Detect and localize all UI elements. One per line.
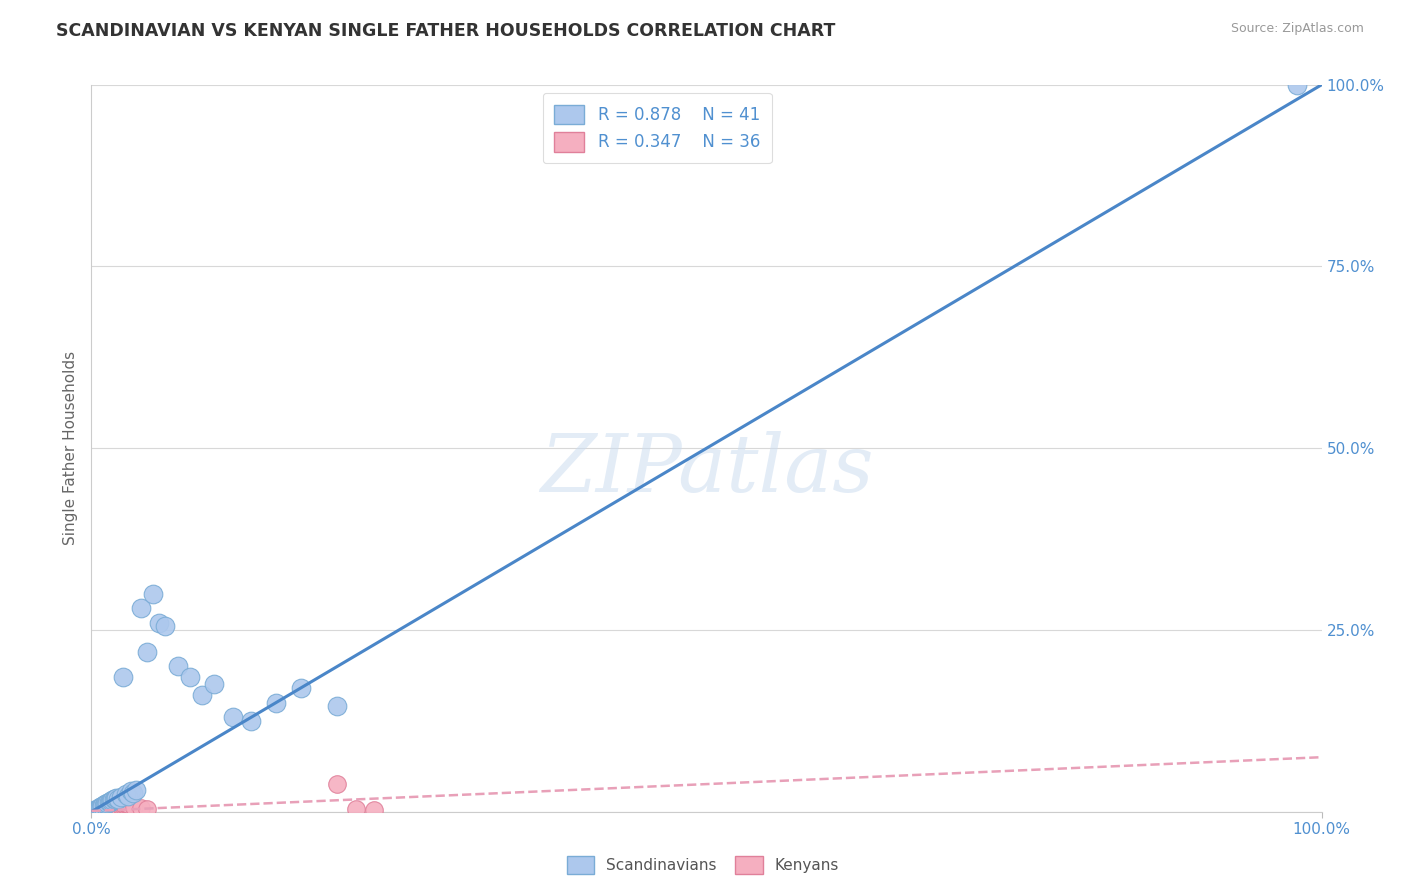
- Point: [290, 681, 312, 695]
- Point: [98, 795, 121, 809]
- Point: [103, 800, 125, 814]
- Point: [86, 803, 108, 817]
- Legend: R = 0.878    N = 41, R = 0.347    N = 36: R = 0.878 N = 41, R = 0.347 N = 36: [543, 93, 772, 163]
- Point: [105, 799, 128, 814]
- Point: [103, 792, 125, 806]
- Point: [90, 802, 112, 816]
- Point: [97, 795, 120, 809]
- Point: [86, 802, 108, 816]
- Point: [104, 799, 127, 814]
- Point: [112, 670, 135, 684]
- Point: [91, 798, 114, 813]
- Text: Source: ZipAtlas.com: Source: ZipAtlas.com: [1230, 22, 1364, 36]
- Point: [89, 803, 111, 817]
- Point: [114, 798, 136, 813]
- Point: [166, 659, 188, 673]
- Point: [86, 803, 108, 817]
- Point: [129, 601, 152, 615]
- Point: [202, 677, 225, 691]
- Point: [326, 699, 349, 714]
- Point: [120, 784, 142, 798]
- Point: [1285, 78, 1308, 92]
- Point: [240, 714, 263, 728]
- Point: [84, 803, 107, 817]
- Point: [98, 801, 121, 815]
- Point: [111, 798, 134, 813]
- Point: [91, 803, 114, 817]
- Point: [107, 798, 129, 813]
- Point: [101, 799, 124, 814]
- Point: [179, 670, 201, 684]
- Text: ZIPatlas: ZIPatlas: [540, 432, 873, 508]
- Point: [222, 710, 245, 724]
- Point: [96, 802, 117, 816]
- Point: [344, 802, 367, 816]
- Y-axis label: Single Father Households: Single Father Households: [63, 351, 79, 545]
- Point: [110, 798, 132, 813]
- Point: [104, 791, 127, 805]
- Point: [105, 798, 127, 813]
- Point: [89, 800, 111, 814]
- Point: [264, 696, 287, 710]
- Point: [100, 800, 122, 814]
- Point: [100, 794, 122, 808]
- Point: [83, 803, 105, 817]
- Point: [191, 689, 214, 703]
- Point: [148, 615, 170, 630]
- Point: [87, 803, 110, 817]
- Point: [94, 801, 117, 815]
- Point: [96, 801, 118, 815]
- Point: [107, 791, 129, 805]
- Point: [108, 798, 131, 813]
- Point: [82, 804, 104, 818]
- Legend: Scandinavians, Kenyans: Scandinavians, Kenyans: [561, 850, 845, 880]
- Point: [114, 797, 138, 812]
- Point: [112, 797, 135, 812]
- Point: [96, 796, 118, 810]
- Point: [94, 797, 117, 812]
- Point: [87, 801, 110, 815]
- Point: [129, 801, 152, 815]
- Point: [86, 803, 108, 817]
- Point: [93, 802, 115, 816]
- Point: [153, 619, 177, 633]
- Point: [114, 787, 138, 801]
- Point: [363, 803, 385, 817]
- Point: [96, 797, 117, 811]
- Point: [124, 800, 146, 814]
- Point: [93, 798, 115, 813]
- Point: [101, 793, 124, 807]
- Point: [122, 786, 145, 800]
- Point: [135, 802, 157, 816]
- Point: [135, 645, 157, 659]
- Point: [97, 800, 120, 814]
- Point: [117, 797, 139, 812]
- Point: [124, 783, 146, 797]
- Point: [90, 799, 112, 814]
- Point: [115, 797, 138, 811]
- Text: SCANDINAVIAN VS KENYAN SINGLE FATHER HOUSEHOLDS CORRELATION CHART: SCANDINAVIAN VS KENYAN SINGLE FATHER HOU…: [56, 22, 835, 40]
- Point: [105, 791, 127, 805]
- Point: [142, 587, 165, 601]
- Point: [110, 790, 132, 805]
- Point: [117, 789, 139, 803]
- Point: [326, 777, 349, 791]
- Point: [83, 804, 105, 818]
